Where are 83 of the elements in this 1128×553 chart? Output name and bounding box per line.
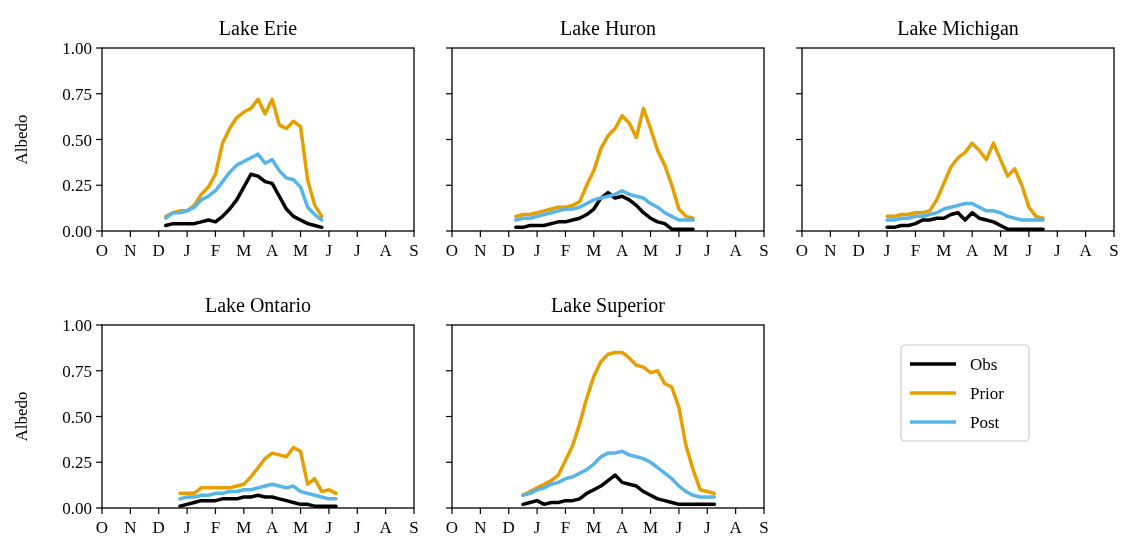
x-tick-label: J (1053, 241, 1061, 260)
y-tick-label: 1.00 (62, 39, 92, 58)
chart-title: Lake Erie (218, 17, 298, 39)
x-tick-label: A (266, 518, 280, 537)
x-tick-label: D (152, 241, 165, 260)
x-tick-label: J (675, 241, 683, 260)
y-tick-label: 0.00 (62, 499, 92, 518)
x-tick-label: A (379, 241, 393, 260)
x-tick-label: M (292, 241, 309, 260)
x-tick-label: S (1109, 241, 1119, 260)
y-tick-label: 0.75 (62, 361, 92, 381)
chart-title: Lake Ontario (204, 294, 312, 316)
x-tick-label: A (266, 241, 280, 260)
x-tick-label: M (642, 241, 659, 260)
y-axis-title: Albedo (12, 114, 31, 165)
x-tick-label: S (409, 241, 419, 260)
x-tick-label: F (210, 241, 221, 260)
x-tick-label: N (474, 241, 487, 260)
x-tick-label: O (795, 241, 809, 260)
x-tick-label: N (474, 518, 487, 537)
x-tick-label: J (183, 241, 191, 260)
x-tick-label: F (910, 241, 921, 260)
x-tick-label: O (95, 241, 109, 260)
x-tick-label: J (883, 241, 891, 260)
x-tick-label: M (642, 518, 659, 537)
x-tick-label: A (966, 241, 980, 260)
x-tick-label: S (409, 518, 419, 537)
x-tick-label: S (759, 518, 769, 537)
x-tick-label: D (152, 518, 165, 537)
x-tick-label: J (703, 241, 711, 260)
chart-title: Lake Huron (559, 17, 657, 39)
legend-label: Post (970, 413, 1000, 432)
x-tick-label: J (353, 241, 361, 260)
x-tick-label: D (852, 241, 865, 260)
line-series (178, 482, 338, 501)
x-tick-label: M (236, 518, 252, 537)
chart-title: Lake Michigan (897, 17, 1019, 40)
y-axis-title: Albedo (12, 391, 31, 442)
x-tick-label: A (379, 518, 393, 537)
x-tick-label: J (325, 241, 333, 260)
x-tick-label: M (992, 241, 1009, 260)
x-tick-label: F (560, 241, 571, 260)
x-tick-label: N (824, 241, 837, 260)
x-tick-label: A (616, 518, 630, 537)
x-tick-label: F (560, 518, 571, 537)
x-tick-label: S (759, 241, 769, 260)
x-tick-label: A (729, 241, 743, 260)
y-tick-label: 0.25 (62, 176, 92, 196)
x-tick-label: J (325, 518, 333, 537)
x-tick-label: J (675, 518, 683, 537)
x-tick-label: M (586, 518, 602, 537)
x-tick-label: D (502, 241, 515, 260)
y-tick-label: 0.00 (62, 222, 92, 241)
x-tick-label: N (124, 241, 137, 260)
x-tick-label: J (703, 518, 711, 537)
x-tick-label: M (936, 241, 952, 260)
x-tick-label: O (445, 241, 459, 260)
x-tick-label: D (502, 518, 515, 537)
x-tick-label: F (210, 518, 221, 537)
line-series (178, 445, 338, 496)
x-tick-label: J (183, 518, 191, 537)
x-tick-label: M (236, 241, 252, 260)
legend-label: Obs (970, 355, 998, 374)
x-tick-label: A (729, 518, 743, 537)
chart-title: Lake Superior (551, 294, 666, 317)
x-tick-label: M (292, 518, 309, 537)
x-tick-label: O (95, 518, 109, 537)
y-tick-label: 0.75 (62, 84, 92, 104)
x-tick-label: A (1079, 241, 1093, 260)
x-tick-label: M (586, 241, 602, 260)
legend-label: Prior (970, 384, 1005, 403)
y-tick-label: 0.50 (62, 407, 92, 427)
x-tick-label: O (445, 518, 459, 537)
y-tick-label: 0.25 (62, 453, 92, 473)
y-tick-label: 1.00 (62, 316, 92, 335)
y-tick-label: 0.50 (62, 130, 92, 150)
line-series (164, 152, 324, 222)
x-tick-label: J (533, 241, 541, 260)
x-tick-label: J (1025, 241, 1033, 260)
x-tick-label: A (616, 241, 630, 260)
x-tick-label: J (353, 518, 361, 537)
x-tick-label: N (124, 518, 137, 537)
x-tick-label: J (533, 518, 541, 537)
